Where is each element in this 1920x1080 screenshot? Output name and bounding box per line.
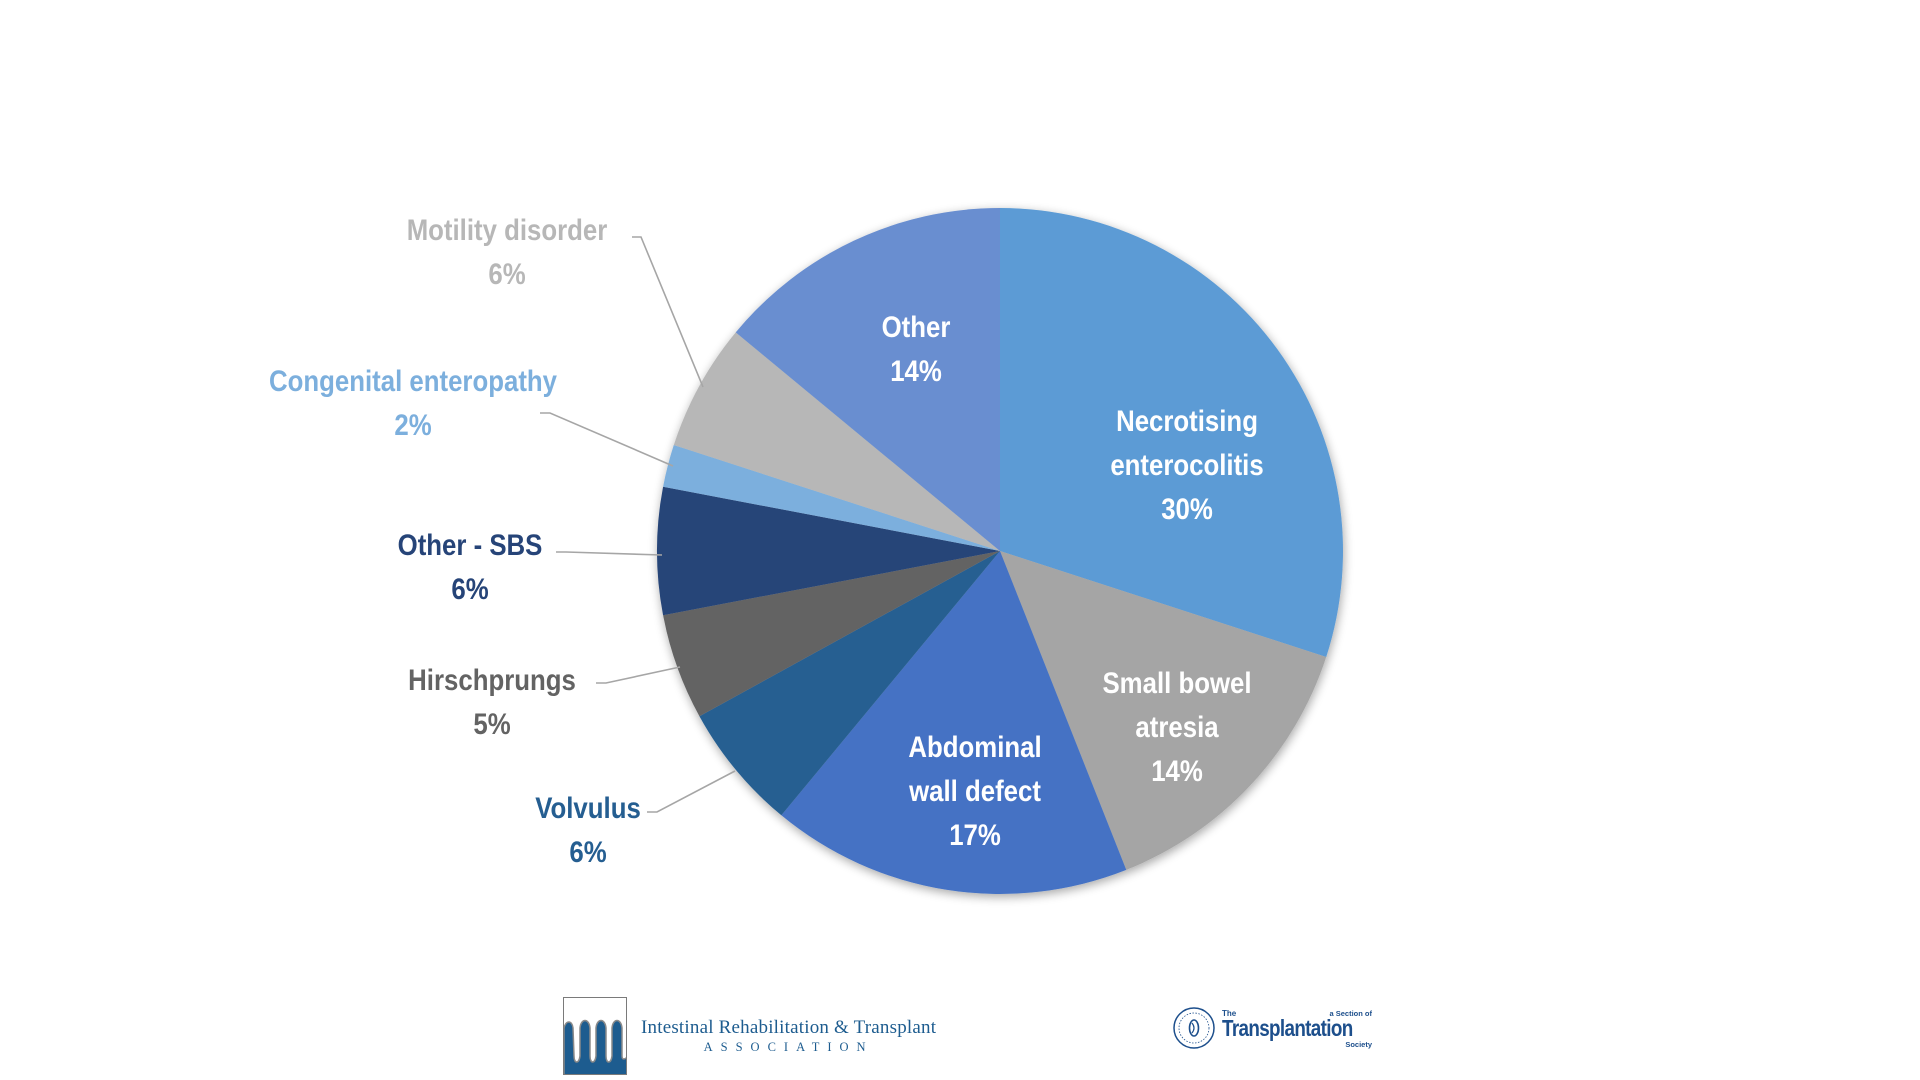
leader-line [596,666,681,684]
slice-value-label: 6% [451,572,488,605]
slice-value-label: 5% [473,707,510,740]
slice-labels: Necrotising enterocolitis 30% Small bowel at… [269,213,1264,868]
slice-value-label: 6% [569,835,606,868]
slice-category-label: Other [882,310,951,343]
pie-slice-congenital-enteropathy [663,445,1000,551]
pie-slice-other-sbs [657,486,1000,616]
slice-category-label: Other - SBS [398,528,543,561]
slice-category-label: Volvulus [535,791,641,824]
slice-category-label: Congenital enteropathy [269,364,557,397]
leader-line [556,551,663,556]
pie-slice-hirschprungs [663,551,1000,717]
slice-category-label: Motility disorder [407,213,608,246]
slice-value-label: 17% [949,818,1001,851]
slice-category-label: atresia [1135,710,1219,743]
pie-slice-other [735,207,1000,551]
slice-value-label: 6% [488,257,525,290]
slice-value-label: 2% [394,408,431,441]
slice-value-label: 14% [1151,754,1203,787]
pie-slices [657,207,1343,895]
leader-line [647,770,736,813]
pie-slice-motility-disorder [673,332,1000,551]
leader-line [632,236,704,388]
pie-slice-abdominal-wall-defect [781,551,1127,895]
slice-category-label: Hirschprungs [408,663,576,696]
slice-category-label: enterocolitis [1110,448,1263,481]
pie-slice-small-bowel-atresia [1000,551,1327,870]
slice-category-label: Necrotising [1116,404,1258,437]
leader-line [540,412,674,467]
slice-value-label: 30% [1161,492,1213,525]
slice-category-label: wall defect [908,774,1041,807]
slice-category-label: Small bowel [1102,666,1251,699]
pie-slice-necrotising-enterocolitis [1000,208,1343,657]
slice-value-label: 14% [890,354,942,387]
leader-lines [540,236,736,813]
pie-slice-volvulus [699,551,1000,816]
slice-category-label: Abdominal [908,730,1041,763]
